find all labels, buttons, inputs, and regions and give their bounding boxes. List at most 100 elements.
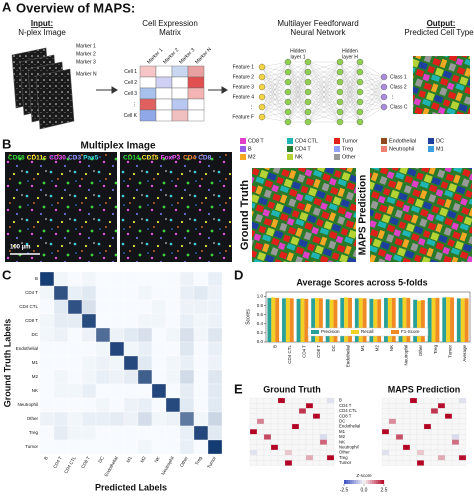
heatmap-cell bbox=[305, 429, 314, 435]
heatmap-cell bbox=[277, 455, 286, 461]
heatmap-cell bbox=[437, 413, 446, 419]
heatmap-cell bbox=[263, 403, 272, 409]
heatmap-cell bbox=[381, 408, 390, 414]
bar bbox=[315, 297, 319, 342]
bar bbox=[325, 299, 330, 342]
heatmap-cell bbox=[249, 418, 258, 425]
legend-swatch bbox=[381, 138, 387, 144]
col-label: CD8 T bbox=[80, 455, 91, 469]
row-label: Neutrophil bbox=[339, 445, 359, 450]
matrix-cell bbox=[179, 327, 195, 343]
bar bbox=[435, 297, 440, 342]
matrix-cell bbox=[123, 285, 139, 301]
legend-swatch bbox=[240, 154, 246, 160]
matrix-cell bbox=[53, 285, 69, 301]
heatmap-cell bbox=[430, 397, 439, 404]
heatmap-cell bbox=[277, 423, 286, 430]
channel-label: CD15 bbox=[142, 155, 159, 162]
connection bbox=[307, 101, 341, 123]
panel-letter: E bbox=[234, 381, 243, 396]
heatmap-cell bbox=[458, 397, 467, 404]
matrix-cell bbox=[179, 299, 195, 315]
matrix-cell bbox=[67, 271, 83, 287]
heatmap-cell bbox=[319, 455, 328, 461]
matrix-cell bbox=[67, 425, 83, 441]
heatmap-cell bbox=[416, 429, 425, 435]
heatmap-cell bbox=[263, 423, 272, 430]
matrix-cell bbox=[193, 439, 209, 455]
matrix-cell bbox=[165, 439, 181, 455]
heatmap-cell bbox=[430, 449, 439, 456]
heatmap-cell bbox=[430, 413, 439, 419]
heatmap-cell bbox=[430, 444, 439, 451]
heatmap-cell bbox=[319, 429, 328, 435]
image-stack bbox=[11, 47, 75, 130]
label: Ground Truth Labels bbox=[2, 319, 12, 408]
row-label: CD4 CTL bbox=[19, 304, 38, 309]
heatmap-cell bbox=[458, 455, 467, 461]
matrix-cell bbox=[187, 65, 205, 78]
matrix-cell bbox=[207, 327, 223, 343]
panel-letter: A bbox=[2, 0, 12, 14]
heatmap-cell bbox=[437, 423, 446, 430]
connection bbox=[307, 61, 341, 113]
heatmap-cell bbox=[395, 429, 404, 435]
matrix-cell bbox=[123, 299, 139, 315]
arrows bbox=[96, 86, 228, 94]
matrix-cell bbox=[109, 411, 125, 427]
legend-swatch bbox=[381, 146, 387, 152]
heatmap-cell bbox=[416, 449, 425, 456]
feature-label: Feature F bbox=[232, 114, 254, 120]
connection bbox=[339, 61, 361, 103]
matrix-cell bbox=[165, 383, 181, 399]
y-tick-label: 0.2 bbox=[257, 330, 264, 335]
heatmap-cell bbox=[312, 460, 321, 466]
heatmap-cell bbox=[381, 455, 390, 461]
heatmap-cell bbox=[270, 423, 279, 430]
heatmap-cell bbox=[270, 403, 279, 409]
heatmap-cell bbox=[395, 444, 404, 451]
matrix-cell bbox=[95, 425, 111, 441]
matrix-cell bbox=[123, 411, 139, 427]
matrix-cell bbox=[109, 341, 125, 357]
matrix-cell bbox=[137, 411, 153, 427]
heatmap-cell bbox=[312, 449, 321, 456]
matrix-cell bbox=[207, 397, 223, 413]
bar bbox=[289, 298, 294, 342]
legend-label: M2 bbox=[248, 154, 256, 160]
heatmap-cell bbox=[305, 423, 314, 430]
heatmap-cell bbox=[298, 418, 307, 425]
bar bbox=[282, 298, 286, 342]
neuron bbox=[304, 88, 312, 96]
matrix-cell bbox=[165, 397, 181, 413]
matrix-cell bbox=[109, 285, 125, 301]
heatmap-cell bbox=[312, 429, 321, 435]
heatmap-cell bbox=[437, 455, 446, 461]
matrix-cell bbox=[81, 327, 97, 343]
legend-swatch bbox=[334, 138, 340, 144]
heatmap-cell bbox=[326, 397, 335, 404]
heatmap-cell bbox=[270, 429, 279, 435]
heatmap-cell bbox=[249, 408, 258, 414]
matrix-cell bbox=[207, 313, 223, 329]
connection bbox=[287, 71, 309, 123]
matrix-cell bbox=[155, 98, 173, 111]
heatmap-cell bbox=[284, 434, 293, 440]
heatmap-cell bbox=[451, 449, 460, 456]
matrix-cell bbox=[207, 299, 223, 315]
heatmap-cell bbox=[298, 423, 307, 430]
matrix-cell bbox=[95, 299, 111, 315]
matrix-cell bbox=[39, 383, 55, 399]
connection bbox=[359, 96, 385, 123]
heatmap-cell bbox=[402, 397, 411, 404]
heatmap-cell bbox=[451, 408, 460, 414]
legend-swatch bbox=[351, 330, 359, 334]
heatmap-cell bbox=[395, 418, 404, 425]
matrix-cell bbox=[53, 341, 69, 357]
panel-title: Overview of MAPS: bbox=[16, 0, 135, 15]
heatmap-cell bbox=[409, 418, 418, 425]
matrix-cell bbox=[137, 341, 153, 357]
heatmap-cell bbox=[381, 460, 390, 466]
heatmap-cell bbox=[319, 403, 328, 409]
marker-label: Marker 1 bbox=[76, 43, 96, 49]
